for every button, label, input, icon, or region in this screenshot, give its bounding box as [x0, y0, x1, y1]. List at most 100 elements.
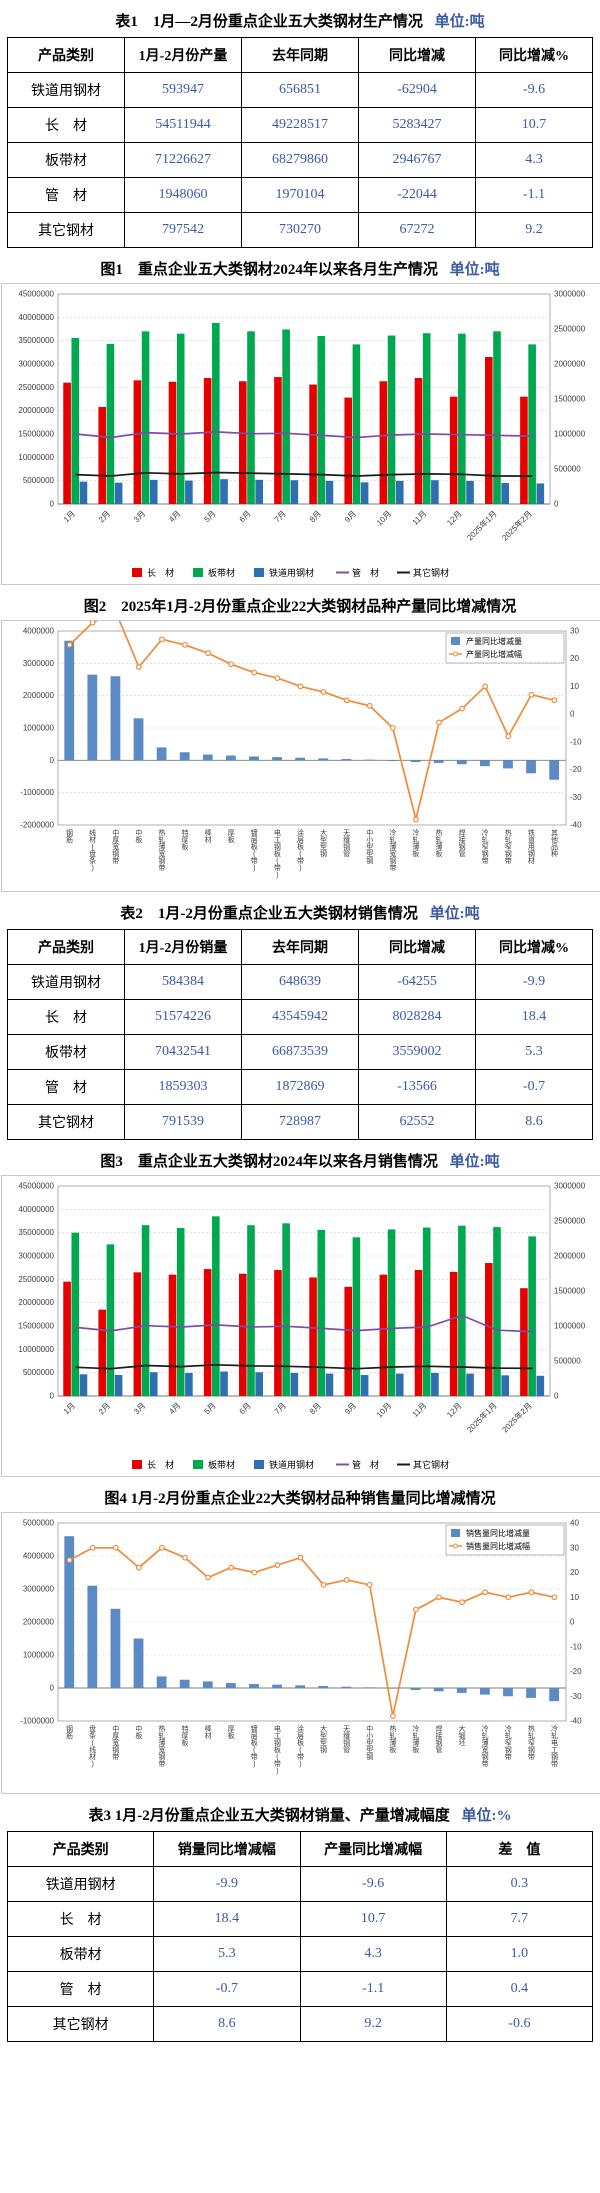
- bar: [168, 1274, 177, 1396]
- x-axis-label: 冷轧电工钢带: [551, 1724, 558, 1768]
- bar: [387, 1229, 396, 1396]
- bar: [449, 396, 458, 504]
- cell-value: 1.0: [445, 1936, 594, 1972]
- bar: [395, 1373, 404, 1396]
- line-marker: [182, 641, 188, 648]
- cell-value: 18.4: [153, 1901, 301, 1937]
- bar: [431, 480, 439, 504]
- line-marker: [66, 1557, 73, 1564]
- cell-value: -1.1: [299, 1971, 447, 2007]
- x-axis-label: 4月: [167, 509, 182, 524]
- table-row: 板带材 5.3 4.3 1.0: [6, 1936, 594, 1972]
- row-header: 其它钢材: [6, 2006, 155, 2042]
- x-axis-label: 电工钢板(带): [274, 828, 281, 879]
- cell-value: 584384: [124, 964, 242, 1000]
- line-marker: [205, 1574, 211, 1581]
- bar: [202, 754, 213, 761]
- x-axis-label: 无缝钢管: [343, 1725, 350, 1754]
- x-axis-label: 6月: [238, 1401, 253, 1416]
- bar: [433, 1688, 444, 1692]
- row-header: 铁道用钢材: [7, 964, 125, 1000]
- bar: [318, 758, 329, 761]
- legend-label: 板带材: [208, 1459, 235, 1470]
- table-row: 其它钢材 797542 730270 67272 9.2: [7, 212, 593, 248]
- x-axis-label: 大型型钢: [320, 828, 327, 858]
- table-3-caption-text: 表3 1月-2月份重点企业五大类钢材销量、产量增减幅度: [88, 1808, 450, 1824]
- cell-value: 51574226: [124, 999, 242, 1035]
- figure-1-unit: 单位:吨: [449, 262, 500, 278]
- cell-value: 593947: [124, 72, 242, 108]
- bar: [272, 757, 282, 761]
- plot-area: [57, 1185, 551, 1397]
- x-axis-label: 涂层板(带): [297, 828, 304, 872]
- bar: [238, 1273, 247, 1396]
- right-axis-tick-label: 10: [570, 1593, 579, 1602]
- x-axis-label: 2月: [97, 509, 112, 524]
- cell-value: -22044: [358, 177, 476, 213]
- cell-value: 648639: [241, 964, 359, 1000]
- bar: [352, 344, 361, 504]
- line-marker: [551, 697, 558, 704]
- legend-label: 长 材: [147, 567, 174, 578]
- production-table: 产品类别 1月-2月份产量 去年同期 同比增减 同比增减% 铁道用钢材 593947 6568…: [7, 37, 593, 248]
- right-axis-tick-label: 0: [570, 710, 575, 719]
- left-axis-tick-label: 30000000: [18, 360, 54, 369]
- x-axis-label: 热轧窄钢带: [528, 1724, 535, 1761]
- right-axis-tick-label: -30: [570, 1692, 582, 1701]
- column-header: 1月-2月份销量: [124, 929, 242, 965]
- bar: [64, 640, 75, 761]
- column-header: 同比增减: [358, 929, 476, 965]
- bar: [202, 1681, 213, 1688]
- left-axis-tick-label: 40000000: [18, 1205, 54, 1214]
- figure-4-title-text: 图4 1月-2月份重点企业22大类钢材品种销售量同比增减情况: [104, 1491, 496, 1507]
- row-header: 管 材: [7, 177, 125, 213]
- cell-value: 1859303: [124, 1069, 242, 1105]
- figure-3: 0 5000000 10000000 15000000 20000000 25000000…: [1, 1175, 600, 1477]
- bar: [410, 760, 421, 762]
- line-marker: [459, 705, 465, 712]
- x-axis-label: 冷轧薄宽钢带: [482, 1724, 489, 1768]
- line-marker: [528, 1589, 535, 1596]
- cell-value: 54511944: [124, 107, 242, 143]
- right-axis-tick-label: -10: [570, 1642, 582, 1651]
- legend-label: 销售量同比增减幅: [466, 1541, 530, 1551]
- right-axis-tick-label: 500000: [554, 465, 581, 474]
- bar: [456, 1688, 467, 1693]
- x-axis-label: 其他品种: [551, 829, 558, 858]
- bar: [79, 481, 88, 504]
- cell-value: -13566: [358, 1069, 476, 1105]
- x-axis-label: 冷轧薄板: [412, 828, 419, 858]
- right-axis-tick-label: 10: [570, 682, 579, 691]
- legend-box: [445, 1524, 565, 1556]
- bar: [536, 1375, 545, 1396]
- cell-value: 7.7: [445, 1901, 594, 1937]
- right-axis-tick-label: 1000000: [554, 430, 586, 439]
- cell-value: 43545942: [241, 999, 359, 1035]
- bar: [87, 1585, 98, 1688]
- left-axis-tick-label: 4000000: [23, 1552, 55, 1561]
- right-axis-tick-label: 0: [554, 500, 559, 509]
- cell-value: -0.7: [475, 1069, 593, 1105]
- right-axis-tick-label: 3000000: [554, 290, 586, 299]
- right-axis-tick-label: 1000000: [554, 1322, 586, 1331]
- line-marker: [389, 1713, 396, 1719]
- bar: [410, 1688, 421, 1690]
- line-marker: [159, 636, 165, 643]
- legend-label: 其它钢材: [413, 1459, 449, 1470]
- x-axis-label: 棒材: [205, 828, 212, 844]
- bar: [133, 1272, 142, 1396]
- right-axis-tick-label: 20: [570, 654, 579, 663]
- bar: [87, 674, 98, 761]
- bar: [344, 1286, 353, 1396]
- production-change-by-product-chart: -2000000 -1000000 0 1000000 2000000 3000000 40…: [1, 620, 600, 892]
- bar: [63, 382, 71, 504]
- x-axis-label: 3月: [132, 1401, 147, 1416]
- cell-value: 9.2: [299, 2006, 447, 2042]
- bar: [364, 1687, 375, 1688]
- bar: [295, 1685, 306, 1688]
- right-axis-tick-label: 2000000: [554, 360, 586, 369]
- cell-value: 10.7: [475, 107, 593, 143]
- bar: [526, 760, 536, 774]
- x-axis-label: 铁道用钢材: [528, 828, 535, 865]
- x-axis-label: 4月: [167, 1401, 182, 1416]
